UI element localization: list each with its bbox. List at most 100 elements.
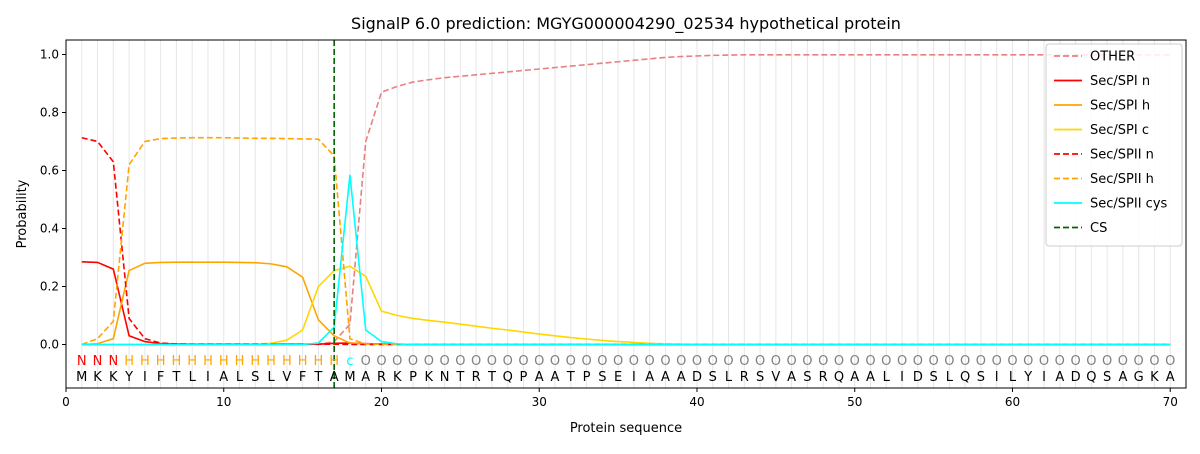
sequence-residue: A [1118,370,1127,385]
sequence-residue: I [143,370,147,385]
sequence-residue: S [803,370,811,385]
y-tick-label: 0.8 [40,106,59,120]
sequence-residue: S [251,370,259,385]
vertical-grid [81,40,1171,388]
x-axis-ticks: 0 10 20 30 40 50 60 70 [62,388,1178,409]
sequence-residue: A [866,370,875,385]
x-tick-label: 30 [532,395,547,409]
region-label: O [944,354,954,369]
legend-label: Sec/SPI h [1090,99,1150,114]
sequence-residue: P [409,370,417,385]
region-label: O [1007,354,1017,369]
sequence-residue: A [361,370,370,385]
sequence-residue: K [93,370,102,385]
region-label: O [455,354,465,369]
region-label: O [708,354,718,369]
legend-label: Sec/SPII h [1090,172,1154,187]
y-tick-label: 0.4 [40,222,59,236]
y-tick-label: 0.6 [40,164,59,178]
sequence-residue: L [267,370,275,385]
region-label: O [566,354,576,369]
series-line-1 [81,261,1171,346]
sequence-residue: A [330,370,339,385]
region-label: O [676,354,686,369]
region-label: O [992,354,1002,369]
region-label: O [802,354,812,369]
sequence-residue: T [566,370,575,385]
sequence-residue: R [740,370,749,385]
region-label: O [581,354,591,369]
y-tick-label: 0.2 [40,280,59,294]
sequence-residue: F [299,370,306,385]
region-label: O [960,354,970,369]
sequence-residue: N [440,370,450,385]
region-label: N [108,354,118,369]
series-lines [81,53,1171,346]
sequence-residue: D [692,370,702,385]
legend-label: Sec/SPII n [1090,148,1154,163]
region-label: O [897,354,907,369]
sequence-residue: L [189,370,197,385]
region-label: O [660,354,670,369]
sequence-residue: Y [1023,370,1032,385]
sequence-residue: Q [503,370,513,385]
sequence-residue: R [472,370,481,385]
sequence-residue: S [1103,370,1111,385]
region-label: O [692,354,702,369]
sequence-residue: Q [960,370,970,385]
sequence-residue: T [455,370,464,385]
region-label: O [1070,354,1080,369]
region-label: O [1165,354,1175,369]
region-label: O [471,354,481,369]
x-tick-label: 40 [689,395,704,409]
sequence-residue: L [725,370,733,385]
region-label: O [1086,354,1096,369]
region-label: H [250,354,260,369]
sequence-residue: T [313,370,322,385]
sequence-residue: R [819,370,828,385]
sequence-residue: P [583,370,591,385]
sequence-residue: A [535,370,544,385]
region-label: O [503,354,513,369]
region-label: O [787,354,797,369]
sequence-residue: I [1042,370,1046,385]
sequence-residue: L [883,370,891,385]
sequence-residue: K [1150,370,1159,385]
sequence-residue: A [1166,370,1175,385]
series-line-0 [81,53,1171,346]
region-label: O [881,354,891,369]
region-label: H [314,354,324,369]
legend-label: CS [1090,221,1107,236]
plot-frame [65,39,1187,389]
y-axis-ticks: 0.0 0.2 0.4 0.6 0.8 1.0 [40,48,66,352]
sequence-residue: A [787,370,796,385]
x-tick-label: 50 [847,395,862,409]
sequence-residue: F [157,370,164,385]
sequence-residue: S [929,370,937,385]
sequence-residue: M [76,370,87,385]
region-label: H [203,354,213,369]
sequence-residue: E [614,370,622,385]
sequence-residue: A [677,370,686,385]
sequence-residue: I [995,370,999,385]
region-label: N [77,354,87,369]
region-label: O [361,354,371,369]
chart-title: SignalP 6.0 prediction: MGYG000004290_02… [351,14,901,34]
sequence-residue: T [171,370,180,385]
sequence-residue: A [850,370,859,385]
sequence-residue: Q [1086,370,1096,385]
region-label: O [865,354,875,369]
region-label: c [346,354,353,369]
x-tick-label: 70 [1163,395,1178,409]
region-label: O [723,354,733,369]
x-tick-label: 20 [374,395,389,409]
region-label: O [376,354,386,369]
sequence-residue: Q [834,370,844,385]
y-tick-label: 1.0 [40,48,59,62]
region-label: O [1149,354,1159,369]
region-label: H [282,354,292,369]
region-label: H [329,354,339,369]
region-label: H [140,354,150,369]
region-label: H [235,354,245,369]
